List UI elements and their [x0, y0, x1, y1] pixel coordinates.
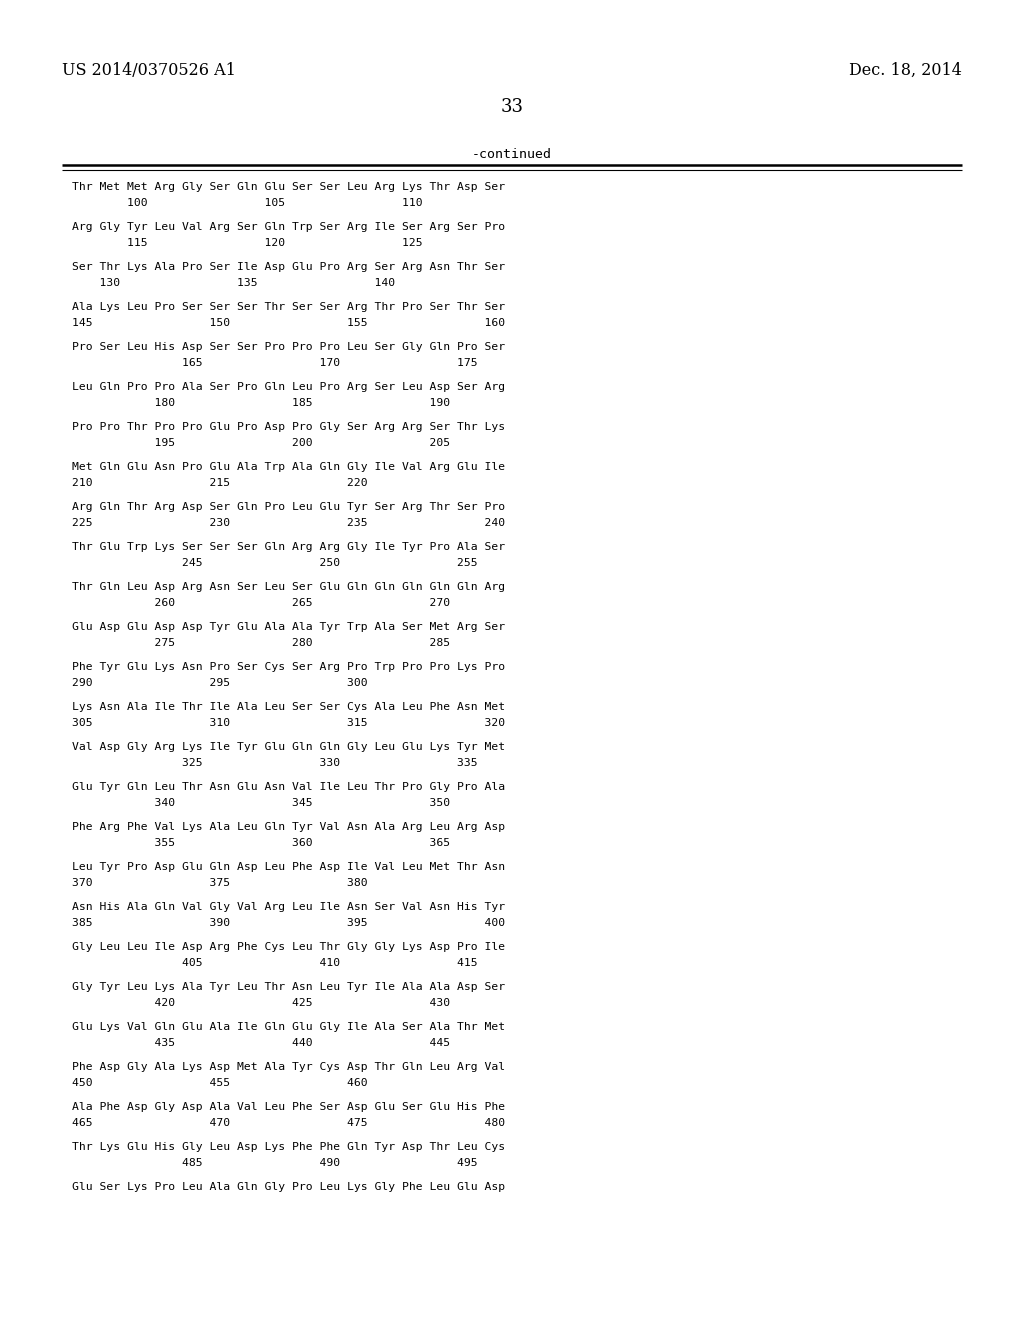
Text: Pro Ser Leu His Asp Ser Ser Pro Pro Pro Leu Ser Gly Gln Pro Ser: Pro Ser Leu His Asp Ser Ser Pro Pro Pro … [72, 342, 505, 352]
Text: 325                 330                 335: 325 330 335 [72, 758, 477, 768]
Text: 245                 250                 255: 245 250 255 [72, 558, 477, 568]
Text: 180                 185                 190: 180 185 190 [72, 399, 451, 408]
Text: Glu Lys Val Gln Glu Ala Ile Gln Glu Gly Ile Ala Ser Ala Thr Met: Glu Lys Val Gln Glu Ala Ile Gln Glu Gly … [72, 1022, 505, 1032]
Text: Gly Leu Leu Ile Asp Arg Phe Cys Leu Thr Gly Gly Lys Asp Pro Ile: Gly Leu Leu Ile Asp Arg Phe Cys Leu Thr … [72, 942, 505, 952]
Text: Glu Asp Glu Asp Asp Tyr Glu Ala Ala Tyr Trp Ala Ser Met Arg Ser: Glu Asp Glu Asp Asp Tyr Glu Ala Ala Tyr … [72, 622, 505, 632]
Text: 450                 455                 460: 450 455 460 [72, 1078, 368, 1088]
Text: Met Gln Glu Asn Pro Glu Ala Trp Ala Gln Gly Ile Val Arg Glu Ile: Met Gln Glu Asn Pro Glu Ala Trp Ala Gln … [72, 462, 505, 473]
Text: 210                 215                 220: 210 215 220 [72, 478, 368, 488]
Text: 405                 410                 415: 405 410 415 [72, 958, 477, 968]
Text: Thr Met Met Arg Gly Ser Gln Glu Ser Ser Leu Arg Lys Thr Asp Ser: Thr Met Met Arg Gly Ser Gln Glu Ser Ser … [72, 182, 505, 191]
Text: 195                 200                 205: 195 200 205 [72, 438, 451, 447]
Text: 435                 440                 445: 435 440 445 [72, 1038, 451, 1048]
Text: 305                 310                 315                 320: 305 310 315 320 [72, 718, 505, 729]
Text: Thr Lys Glu His Gly Leu Asp Lys Phe Phe Gln Tyr Asp Thr Leu Cys: Thr Lys Glu His Gly Leu Asp Lys Phe Phe … [72, 1142, 505, 1152]
Text: Thr Gln Leu Asp Arg Asn Ser Leu Ser Glu Gln Gln Gln Gln Gln Arg: Thr Gln Leu Asp Arg Asn Ser Leu Ser Glu … [72, 582, 505, 591]
Text: Ala Phe Asp Gly Asp Ala Val Leu Phe Ser Asp Glu Ser Glu His Phe: Ala Phe Asp Gly Asp Ala Val Leu Phe Ser … [72, 1102, 505, 1111]
Text: 33: 33 [501, 98, 523, 116]
Text: 115                 120                 125: 115 120 125 [72, 238, 423, 248]
Text: Asn His Ala Gln Val Gly Val Arg Leu Ile Asn Ser Val Asn His Tyr: Asn His Ala Gln Val Gly Val Arg Leu Ile … [72, 902, 505, 912]
Text: Phe Arg Phe Val Lys Ala Leu Gln Tyr Val Asn Ala Arg Leu Arg Asp: Phe Arg Phe Val Lys Ala Leu Gln Tyr Val … [72, 822, 505, 832]
Text: US 2014/0370526 A1: US 2014/0370526 A1 [62, 62, 236, 79]
Text: Gly Tyr Leu Lys Ala Tyr Leu Thr Asn Leu Tyr Ile Ala Ala Asp Ser: Gly Tyr Leu Lys Ala Tyr Leu Thr Asn Leu … [72, 982, 505, 993]
Text: Glu Ser Lys Pro Leu Ala Gln Gly Pro Leu Lys Gly Phe Leu Glu Asp: Glu Ser Lys Pro Leu Ala Gln Gly Pro Leu … [72, 1181, 505, 1192]
Text: 385                 390                 395                 400: 385 390 395 400 [72, 917, 505, 928]
Text: 340                 345                 350: 340 345 350 [72, 799, 451, 808]
Text: 145                 150                 155                 160: 145 150 155 160 [72, 318, 505, 327]
Text: 420                 425                 430: 420 425 430 [72, 998, 451, 1008]
Text: -continued: -continued [472, 148, 552, 161]
Text: Pro Pro Thr Pro Pro Glu Pro Asp Pro Gly Ser Arg Arg Ser Thr Lys: Pro Pro Thr Pro Pro Glu Pro Asp Pro Gly … [72, 422, 505, 432]
Text: Lys Asn Ala Ile Thr Ile Ala Leu Ser Ser Cys Ala Leu Phe Asn Met: Lys Asn Ala Ile Thr Ile Ala Leu Ser Ser … [72, 702, 505, 711]
Text: 290                 295                 300: 290 295 300 [72, 678, 368, 688]
Text: 165                 170                 175: 165 170 175 [72, 358, 477, 368]
Text: Phe Tyr Glu Lys Asn Pro Ser Cys Ser Arg Pro Trp Pro Pro Lys Pro: Phe Tyr Glu Lys Asn Pro Ser Cys Ser Arg … [72, 663, 505, 672]
Text: Val Asp Gly Arg Lys Ile Tyr Glu Gln Gln Gly Leu Glu Lys Tyr Met: Val Asp Gly Arg Lys Ile Tyr Glu Gln Gln … [72, 742, 505, 752]
Text: Leu Tyr Pro Asp Glu Gln Asp Leu Phe Asp Ile Val Leu Met Thr Asn: Leu Tyr Pro Asp Glu Gln Asp Leu Phe Asp … [72, 862, 505, 873]
Text: 370                 375                 380: 370 375 380 [72, 878, 368, 888]
Text: 130                 135                 140: 130 135 140 [72, 279, 395, 288]
Text: 355                 360                 365: 355 360 365 [72, 838, 451, 847]
Text: Dec. 18, 2014: Dec. 18, 2014 [849, 62, 962, 79]
Text: Glu Tyr Gln Leu Thr Asn Glu Asn Val Ile Leu Thr Pro Gly Pro Ala: Glu Tyr Gln Leu Thr Asn Glu Asn Val Ile … [72, 781, 505, 792]
Text: Phe Asp Gly Ala Lys Asp Met Ala Tyr Cys Asp Thr Gln Leu Arg Val: Phe Asp Gly Ala Lys Asp Met Ala Tyr Cys … [72, 1063, 505, 1072]
Text: 275                 280                 285: 275 280 285 [72, 638, 451, 648]
Text: Thr Glu Trp Lys Ser Ser Ser Gln Arg Arg Gly Ile Tyr Pro Ala Ser: Thr Glu Trp Lys Ser Ser Ser Gln Arg Arg … [72, 543, 505, 552]
Text: Arg Gly Tyr Leu Val Arg Ser Gln Trp Ser Arg Ile Ser Arg Ser Pro: Arg Gly Tyr Leu Val Arg Ser Gln Trp Ser … [72, 222, 505, 232]
Text: 465                 470                 475                 480: 465 470 475 480 [72, 1118, 505, 1129]
Text: 225                 230                 235                 240: 225 230 235 240 [72, 517, 505, 528]
Text: 260                 265                 270: 260 265 270 [72, 598, 451, 609]
Text: Arg Gln Thr Arg Asp Ser Gln Pro Leu Glu Tyr Ser Arg Thr Ser Pro: Arg Gln Thr Arg Asp Ser Gln Pro Leu Glu … [72, 502, 505, 512]
Text: 485                 490                 495: 485 490 495 [72, 1158, 477, 1168]
Text: 100                 105                 110: 100 105 110 [72, 198, 423, 209]
Text: Ser Thr Lys Ala Pro Ser Ile Asp Glu Pro Arg Ser Arg Asn Thr Ser: Ser Thr Lys Ala Pro Ser Ile Asp Glu Pro … [72, 261, 505, 272]
Text: Ala Lys Leu Pro Ser Ser Ser Thr Ser Ser Arg Thr Pro Ser Thr Ser: Ala Lys Leu Pro Ser Ser Ser Thr Ser Ser … [72, 302, 505, 312]
Text: Leu Gln Pro Pro Ala Ser Pro Gln Leu Pro Arg Ser Leu Asp Ser Arg: Leu Gln Pro Pro Ala Ser Pro Gln Leu Pro … [72, 381, 505, 392]
